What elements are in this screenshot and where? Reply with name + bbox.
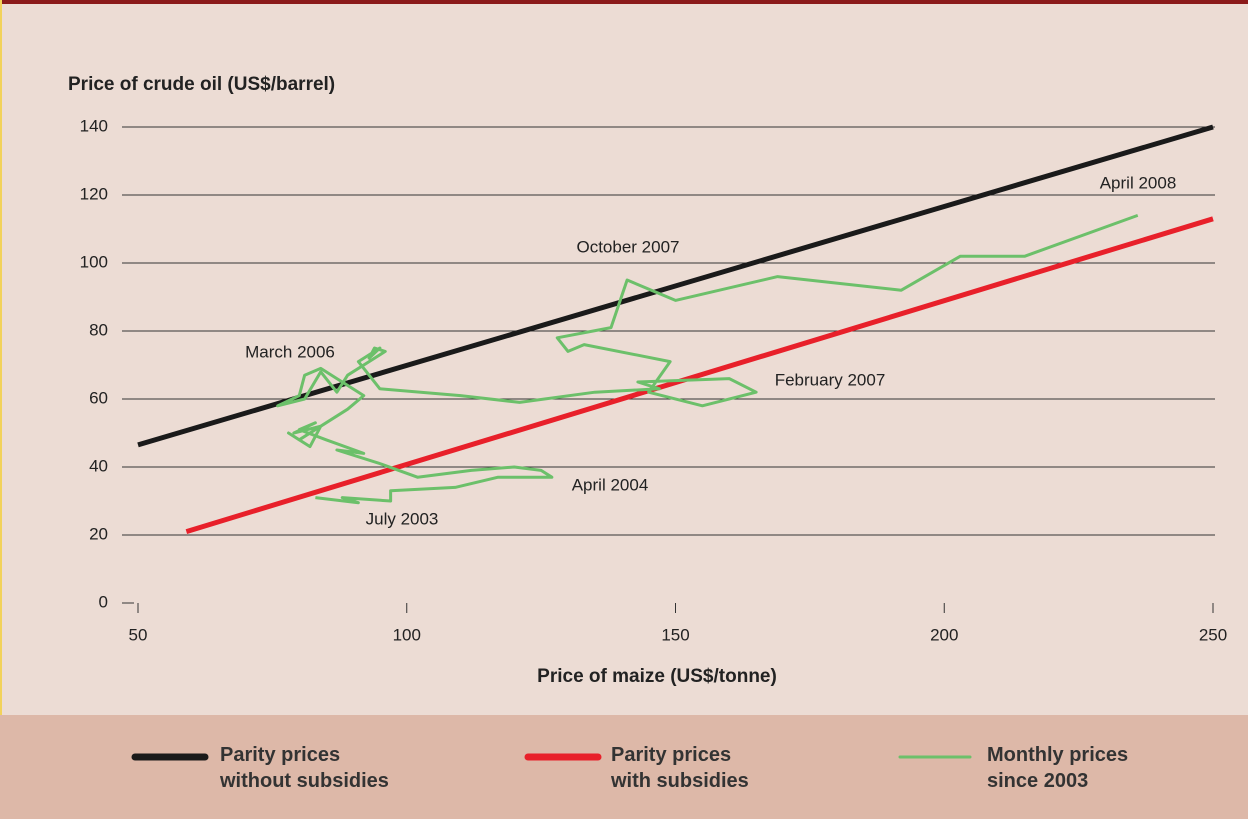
series-line (137, 124, 1214, 448)
x-tick-label: 250 (1199, 625, 1227, 644)
y-tick-label: 40 (89, 456, 108, 475)
y-tick-label: 120 (80, 184, 108, 203)
y-tick-label: 140 (80, 116, 108, 135)
annotation: July 2003 (366, 509, 439, 528)
y-tick-label: 100 (80, 252, 108, 271)
x-tick-label: 50 (129, 625, 148, 644)
top-border (0, 0, 1248, 4)
x-tick-label: 200 (930, 625, 958, 644)
y-axis-title: Price of crude oil (US$/barrel) (68, 74, 335, 95)
annotation: April 2004 (572, 475, 649, 494)
series-line (276, 213, 1139, 505)
x-tick-label: 150 (661, 625, 689, 644)
legend-label: Monthly prices since 2003 (987, 744, 1129, 792)
x-axis-title: Price of maize (US$/tonne) (537, 666, 777, 687)
annotation: April 2008 (1100, 173, 1177, 192)
x-tick-label: 100 (393, 625, 421, 644)
legend-label: Parity prices with subsidies (611, 744, 749, 792)
y-tick-label: 0 (99, 592, 108, 611)
legend-label: Parity prices without subsidies (220, 744, 389, 792)
left-border (0, 0, 2, 819)
y-tick-label: 60 (89, 388, 108, 407)
annotation: October 2007 (576, 237, 679, 256)
legend-band (0, 715, 1248, 819)
series-line (185, 216, 1214, 534)
y-tick-label: 20 (89, 524, 108, 543)
annotation: February 2007 (775, 370, 886, 389)
y-tick-label: 80 (89, 320, 108, 339)
annotation: March 2006 (245, 342, 335, 361)
